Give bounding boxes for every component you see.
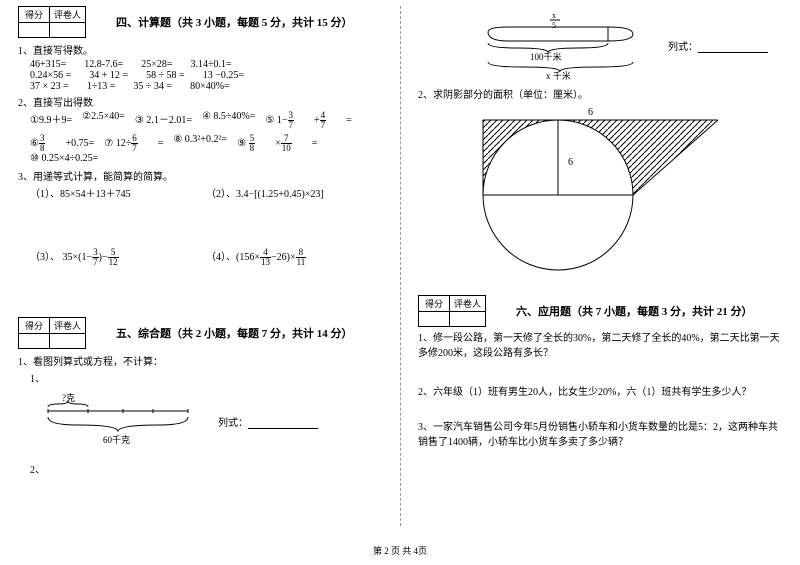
calc-item: ⑥38+0.75= (30, 134, 94, 153)
brace-svg-1: ?克 60千克 (28, 391, 198, 451)
calc-sub: （4）、(156×413−26)×811 (206, 248, 382, 267)
q4-2-label: 2、直接写出得数 (18, 94, 382, 109)
q4-3-row1: （1）、85×54＋13＋745 （2）、3.4−[(1.25+0.45)×23… (30, 185, 382, 200)
calc-item: 46+315= (30, 59, 66, 70)
q5-1-sub1: 1、 (30, 370, 382, 385)
q6-1: 1、修一段公路，第一天修了全长的30%，第二天修了全长的40%，第二天比第一天多… (418, 331, 782, 361)
brace-diagram-1: ?克 60千克 (28, 391, 198, 451)
calc-item: ⑩ 0.25×4÷0.25= (30, 153, 98, 164)
score-label: 得分 (19, 7, 50, 23)
diagram-1-wrap: ?克 60千克 列式： (18, 387, 382, 455)
calc-item: 1÷13 = (87, 81, 116, 92)
section-6-head: 得分评卷人 六、应用题（共 7 小题，每题 3 分，共计 21 分） (418, 295, 782, 327)
grader-label: 评卷人 (50, 318, 86, 334)
calc-item: ②2.5×40= (82, 111, 125, 130)
q-shade-label: 2、求阴影部分的面积（单位：厘米）。 (418, 86, 782, 101)
q4-3-label: 3、用递等式计算，能简算的简算。 (18, 168, 382, 183)
calc-item: 37 × 23 = (30, 81, 69, 92)
mid-label: 100千米 (530, 51, 562, 62)
q4-1-items: 46+315= 12.8-7.6= 25×28= 3.14÷0.1= (30, 59, 382, 70)
brace-diagram-2: x 5 100千米 x 千米 (468, 10, 648, 80)
calc-sub: （2）、3.4−[(1.25+0.45)×23] (206, 185, 382, 200)
page-footer: 第 2 页 共 4页 (0, 540, 800, 557)
circle-side-label: 6 (568, 157, 573, 168)
calc-item: 0.24×56 = (30, 70, 71, 81)
top-frac-n: x (552, 11, 556, 20)
brace-bottom-label: 60千克 (103, 435, 130, 445)
calc-sub: （3）、 35×(1−37)−512 (30, 248, 206, 267)
grader-label: 评卷人 (450, 296, 486, 312)
calc-item: 80×40%= (190, 81, 230, 92)
calc-item: ⑨ 58×710= (237, 134, 317, 153)
q5-1-sub2: 2、 (30, 461, 382, 476)
formula-label: 列式： (668, 42, 698, 53)
circle-top-label: 6 (588, 107, 593, 118)
calc-item: 58 ÷ 58 = (146, 70, 185, 81)
grader-label: 评卷人 (50, 7, 86, 23)
q4-3-row2: （3）、 35×(1−37)−512 （4）、(156×413−26)×811 (30, 248, 382, 267)
calc-item: ①9.9＋9= (30, 111, 72, 130)
formula-1: 列式： (218, 414, 318, 429)
column-divider (400, 6, 401, 526)
calc-item: 3.14÷0.1= (191, 59, 232, 70)
calc-item: 12.8-7.6= (84, 59, 123, 70)
calc-item: ⑧ 0.3²+0.2²= (173, 134, 227, 153)
brace-svg-2: x 5 100千米 x 千米 (468, 10, 648, 80)
q4-1-items-c: 37 × 23 = 1÷13 = 35 ÷ 34 = 80×40%= (30, 81, 382, 92)
calc-item: ③ 2.1－2.01= (135, 111, 192, 130)
score-label: 得分 (19, 318, 50, 334)
left-column: 得分评卷人 四、计算题（共 3 小题，每题 5 分，共计 15 分） 1、直接写… (0, 0, 400, 540)
formula-blank (248, 418, 318, 429)
calc-item: ⑦ 12÷67= (104, 134, 163, 153)
q6-2: 2、六年级（1）班有男生20人，比女生少20%，六（1）班共有学生多少人？ (418, 383, 782, 398)
q5-1-label: 1、看图列算式或方程，不计算： (18, 353, 382, 368)
top-frac-d: 5 (552, 21, 556, 30)
calc-item: ⑤ 1−37+47= (265, 111, 351, 130)
formula-2: 列式： (668, 38, 768, 53)
score-box-6: 得分评卷人 (418, 295, 486, 327)
section-4-head: 得分评卷人 四、计算题（共 3 小题，每题 5 分，共计 15 分） (18, 6, 382, 38)
q4-1-label: 1、直接写得数。 (18, 42, 382, 57)
score-label: 得分 (419, 296, 450, 312)
calc-item: ④ 8.5÷40%= (202, 111, 255, 130)
q4-1-items-b: 0.24×56 = 34 + 12 = 58 ÷ 58 = 13 −0.25= (30, 70, 382, 81)
section-5-head: 得分评卷人 五、综合题（共 2 小题，每题 7 分，共计 14 分） (18, 317, 382, 349)
score-box-5: 得分评卷人 (18, 317, 86, 349)
bottom-label: x 千米 (546, 70, 571, 80)
circle-svg: 6 6 (458, 105, 738, 275)
circle-diagram: 6 6 (458, 105, 782, 275)
right-column: x 5 100千米 x 千米 列式： 2、求阴影部分的面积（单位：厘 (400, 0, 800, 540)
score-blank (19, 23, 50, 38)
score-box-4: 得分评卷人 (18, 6, 86, 38)
section-5-title: 五、综合题（共 2 小题，每题 7 分，共计 14 分） (116, 325, 353, 341)
section-6-title: 六、应用题（共 7 小题，每题 3 分，共计 21 分） (516, 303, 753, 319)
calc-item: 25×28= (141, 59, 172, 70)
formula-label: 列式： (218, 418, 248, 429)
section-4-title: 四、计算题（共 3 小题，每题 5 分，共计 15 分） (116, 14, 353, 30)
q6-3: 3、一家汽车销售公司今年5月份销售小轿车和小货车数量的比是5：2，这两种车共销售… (418, 420, 782, 450)
q4-2-row1: ①9.9＋9= ②2.5×40= ③ 2.1－2.01= ④ 8.5÷40%= … (30, 111, 382, 130)
calc-item: 34 + 12 = (89, 70, 128, 81)
calc-item: 35 ÷ 34 = (133, 81, 172, 92)
grader-blank (50, 23, 86, 38)
q4-2-row2: ⑥38+0.75= ⑦ 12÷67= ⑧ 0.3²+0.2²= ⑨ 58×710… (30, 134, 382, 164)
diagram-2-wrap: x 5 100千米 x 千米 列式： (418, 6, 782, 84)
calc-item: 13 −0.25= (203, 70, 244, 81)
calc-sub: （1）、85×54＋13＋745 (30, 185, 206, 200)
formula-blank (698, 42, 768, 53)
